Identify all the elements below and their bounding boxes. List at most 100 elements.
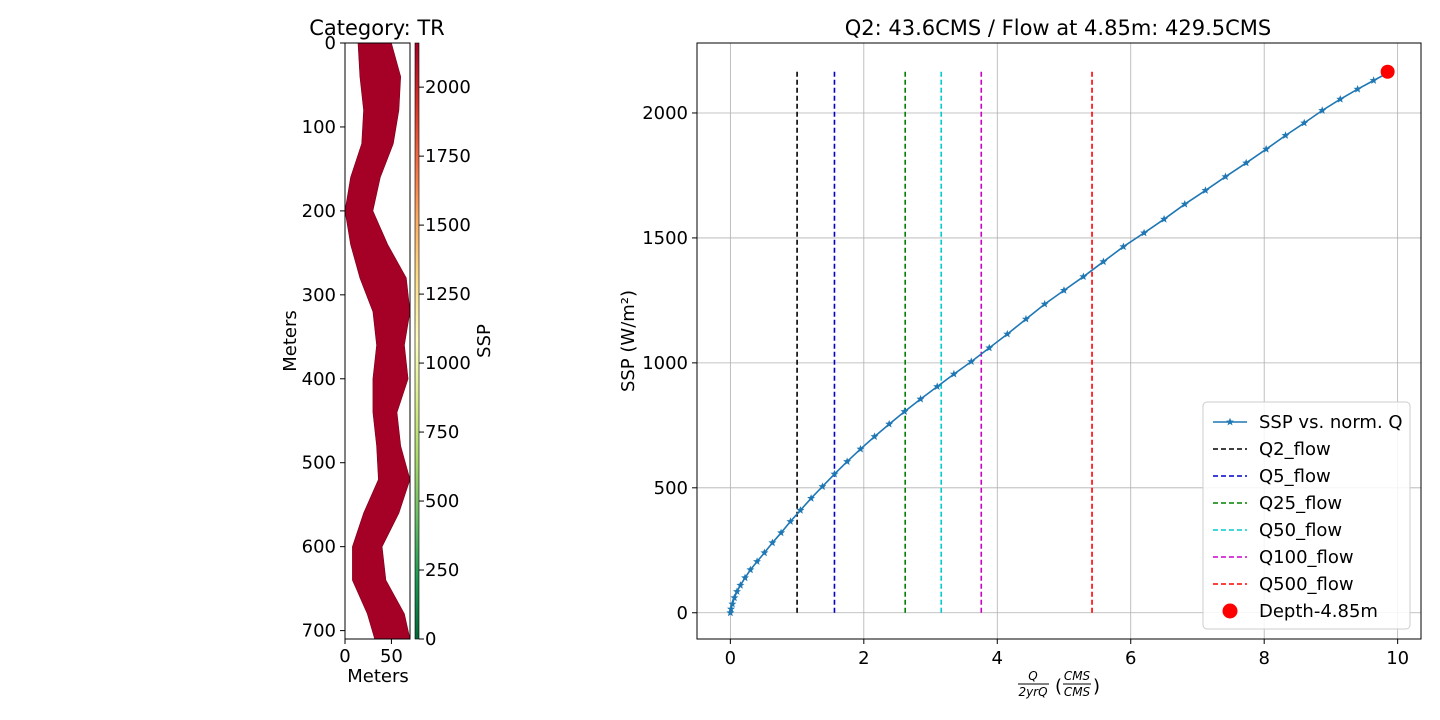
x-label-unit-denominator: CMS [1064,685,1091,699]
map-y-tick-label: 500 [302,453,336,474]
legend-label: Depth-4.85m [1259,601,1378,622]
series-marker [1060,286,1068,294]
legend-label: Q500_flow [1259,574,1354,595]
colorbar-tick-label: 250 [425,560,459,581]
series-marker [1281,131,1290,139]
x-tick-label: 4 [992,648,1003,669]
legend-swatch-dot [1222,603,1238,619]
series-marker [1369,76,1378,84]
series-marker [1336,95,1345,103]
series-marker [726,608,735,617]
legend-frame [1202,401,1411,630]
series-marker [753,557,761,565]
colorbar-tick-label: 1750 [425,146,471,167]
series-marker [730,593,739,602]
series-marker [870,432,879,440]
map-y-tick-label: 700 [302,621,336,642]
series-marker [1221,172,1230,181]
series-marker [807,494,816,502]
line-axes-frame [696,42,1422,640]
series-marker [1180,200,1189,208]
line-y-axis: 0 500 1000 1500 2000 [642,103,697,624]
series-marker [900,407,909,415]
series-marker [1160,215,1169,223]
legend-label: Q100_flow [1259,547,1354,568]
map-x-tick-label: 50 [380,646,403,667]
x-tick-label: 8 [1258,648,1269,669]
map-x-tick-label: 0 [339,646,350,667]
series-marker [1242,158,1251,167]
series-marker [728,599,737,608]
series-marker [1119,242,1128,251]
series-marker [856,444,865,453]
y-tick-label: 0 [677,603,688,624]
colorbar-tick-label: 750 [425,422,459,443]
series-marker [796,506,805,514]
line-x-axis: 0 2 4 6 8 10 [725,639,1409,669]
series-marker [1262,145,1271,153]
series-marker [949,369,958,378]
colorbar-ticks: 0 250 500 750 1000 1250 1500 1750 2000 [419,77,471,650]
map-y-tick-label: 400 [302,369,336,390]
legend-label: Q50_flow [1259,520,1342,541]
colorbar-tick-label: 500 [425,491,459,512]
legend-label: Q2_flow [1259,439,1331,460]
x-label-denominator: 2yrQ [1018,685,1047,699]
line-title: Q2: 43.6CMS / Flow at 4.85m: 429.5CMS [845,16,1272,40]
flow-reference-lines [796,71,1093,613]
legend-label: SSP vs. norm. Q [1259,412,1403,433]
series-marker [1353,85,1362,93]
colorbar-tick-label: 2000 [425,77,471,98]
line-x-label: Q 2yrQ ( CMS CMS ) [1018,669,1100,699]
series-marker [885,419,894,428]
series-marker [1003,329,1012,338]
line-grid [697,43,1421,639]
colorbar: 0 250 500 750 1000 1250 1500 1750 2000 SSP [414,42,495,650]
map-y-tick-label: 200 [302,201,336,222]
colorbar-label: SSP [474,324,495,358]
colorbar-gradient [414,42,420,640]
map-title: Category: TR [309,16,445,40]
colorbar-tick-label: 0 [425,629,436,650]
series-marker [1201,186,1210,194]
series-marker [1099,257,1108,266]
series-marker [768,538,777,547]
series-marker [1022,314,1030,323]
series-marker [727,604,735,613]
x-label-numerator: Q [1028,669,1037,683]
colorbar-tick-label: 1500 [425,215,471,236]
line-y-label: SSP (W/m²) [618,290,639,392]
x-label-close-paren: ) [1093,676,1100,697]
map-x-axis: 0 50 [339,639,403,667]
map-y-axis: 0 100 200 300 400 500 600 700 [302,33,345,642]
map-y-tick-label: 100 [302,117,336,138]
series-marker [777,528,786,537]
series-marker [985,343,994,352]
map-y-label: Meters [280,310,301,372]
map-y-tick-label: 300 [302,285,336,306]
series-marker [967,357,976,365]
series-marker [916,394,925,403]
depth-point-marker [1380,64,1395,79]
series-marker [1300,118,1309,127]
series-marker [786,517,795,525]
line-panel: Q2: 43.6CMS / Flow at 4.85m: 429.5CMS 0 2… [618,16,1422,699]
y-tick-label: 1000 [642,353,688,374]
series-marker [843,457,852,465]
series-marker [1079,272,1088,280]
series-marker [733,587,741,595]
series-marker [933,382,942,390]
series-marker [736,581,745,589]
x-label-unit-numerator: CMS [1064,669,1091,683]
x-tick-label: 2 [858,648,869,669]
colorbar-tick-label: 1000 [425,353,471,374]
series-marker [818,482,827,490]
series-markers [726,68,1392,617]
y-tick-label: 2000 [642,103,688,124]
legend-label: Q25_flow [1259,493,1342,514]
series-marker [741,573,749,582]
x-tick-label: 6 [1125,648,1136,669]
map-axes-frame [344,42,411,640]
